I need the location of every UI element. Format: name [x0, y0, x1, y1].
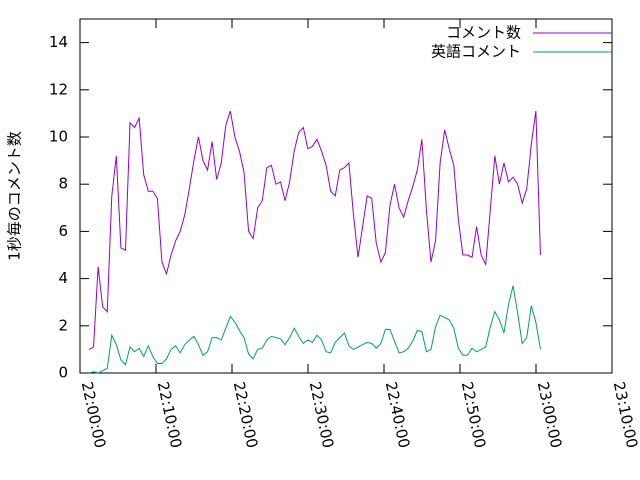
data-line	[88, 110, 541, 350]
y-tick-label: 2	[58, 316, 68, 334]
plot-frame	[79, 18, 613, 374]
y-tick-label: 0	[58, 364, 68, 382]
y-tick-label: 6	[58, 222, 68, 240]
y-tick-label: 12	[49, 80, 68, 98]
y-tick-label: 4	[58, 269, 68, 287]
legend-label: コメント数	[446, 24, 521, 42]
data-line	[88, 285, 541, 374]
legend-label: 英語コメント	[431, 43, 521, 61]
y-tick-label: 14	[49, 33, 68, 51]
y-tick-label: 10	[49, 128, 68, 146]
y-axis-label: 1秒毎のコメント数	[6, 131, 24, 261]
y-tick-label: 8	[58, 175, 68, 193]
